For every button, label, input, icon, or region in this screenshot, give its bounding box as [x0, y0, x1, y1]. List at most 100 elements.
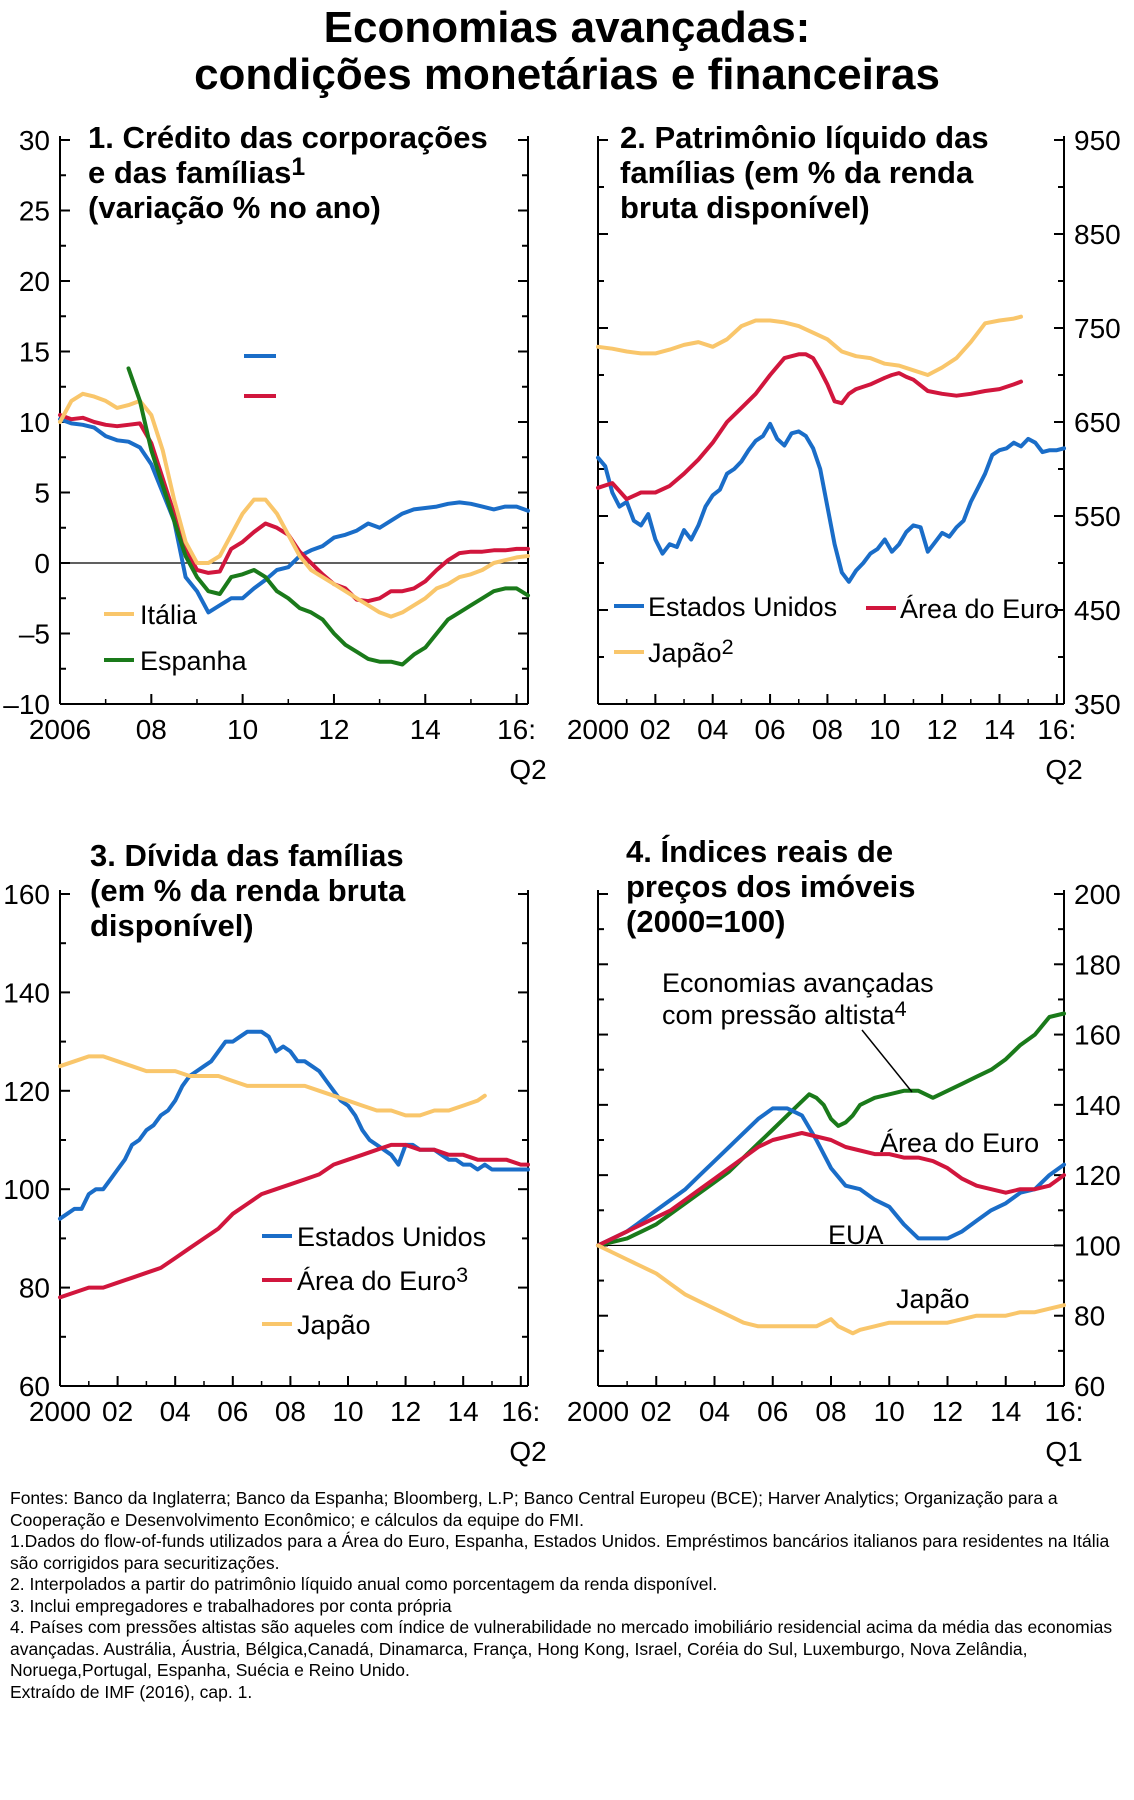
y-tick-label: –10: [3, 689, 50, 720]
chart-title-line: famílias (em % da renda: [620, 155, 974, 190]
y-tick-label: 350: [1074, 689, 1121, 720]
x-tick-label: 14: [990, 1396, 1021, 1427]
chart-title-line: (em % da renda bruta: [90, 873, 406, 908]
series-line: [58, 1142, 530, 1300]
chart-title-line: (2000=100): [626, 904, 785, 939]
footnote-3: 3. Inclui empregadores e trabalhadores p…: [10, 1595, 452, 1616]
y-tick-label: 80: [19, 1273, 50, 1304]
main-title: Economias avançadas: condições monetária…: [0, 4, 1134, 98]
chart-title-line: 2. Patrimônio líquido das: [620, 120, 989, 155]
y-tick-label: 80: [1074, 1301, 1105, 1332]
series-line: [596, 314, 1023, 377]
footnote-4: 4. Países com pressões altistas são aque…: [10, 1617, 1113, 1680]
x-tick-label: 16:: [1045, 1396, 1084, 1427]
legend-label: Japão2: [648, 634, 734, 668]
x-tick-label: 10: [869, 714, 900, 745]
annotation-label: Economias avançadas: [662, 968, 934, 998]
y-tick-label: 950: [1074, 125, 1121, 156]
x-tick-sublabel: Q1: [1045, 1436, 1082, 1467]
y-tick-label: 650: [1074, 407, 1121, 438]
chart-title-line: (variação % no ano): [88, 190, 381, 225]
y-tick-label: 25: [19, 196, 50, 227]
legend-label: Espanha: [140, 646, 248, 676]
annotation-label: Japão: [896, 1284, 970, 1314]
series-line: [58, 1054, 487, 1118]
source-citation: Extraído de IMF (2016), cap. 1.: [10, 1681, 253, 1702]
x-tick-label: 10: [874, 1396, 905, 1427]
legend-label: Estados Unidos: [297, 1222, 486, 1252]
x-tick-label: 14: [410, 714, 441, 745]
annotation-label: com pressão altista4: [662, 996, 907, 1030]
x-tick-label: 02: [641, 1396, 672, 1427]
x-tick-label: 16:: [497, 714, 536, 745]
x-tick-label: 10: [227, 714, 258, 745]
footnote-1: 1.Dados do flow-of-funds utilizados para…: [10, 1531, 1110, 1573]
chart-title-line: 1. Crédito das corporações: [88, 120, 488, 155]
series-line: [596, 421, 1066, 584]
y-tick-label: 100: [1074, 1230, 1121, 1261]
y-tick-label: 10: [19, 407, 50, 438]
x-tick-label: 06: [217, 1396, 248, 1427]
y-tick-label: –5: [19, 619, 50, 650]
x-tick-label: 12: [390, 1396, 421, 1427]
legend-label: Área do Euro: [900, 594, 1059, 624]
legend-label: Japão: [297, 1310, 371, 1340]
y-tick-label: 160: [1074, 1020, 1121, 1051]
y-tick-label: 5: [34, 478, 50, 509]
y-tick-label: 160: [3, 879, 50, 910]
y-tick-label: 140: [1074, 1090, 1121, 1121]
x-tick-label: 02: [640, 714, 671, 745]
y-tick-label: 550: [1074, 501, 1121, 532]
series-line: [596, 1106, 1066, 1248]
x-tick-label: 16:: [501, 1396, 540, 1427]
series-line: [596, 1011, 1066, 1248]
x-tick-sublabel: Q2: [509, 1436, 546, 1467]
series-line: [58, 391, 530, 619]
y-tick-label: 200: [1074, 879, 1121, 910]
main-title-line1: Economias avançadas:: [323, 3, 811, 52]
chart-title-line: preços dos imóveis: [626, 869, 915, 904]
annotation-leader: [861, 1029, 913, 1093]
chart-title-line: 3. Dívida das famílias: [90, 838, 404, 873]
x-tick-label: 08: [275, 1396, 306, 1427]
x-tick-label: 08: [812, 714, 843, 745]
chart-title-line: disponível): [90, 908, 254, 943]
y-tick-label: 0: [34, 548, 50, 579]
x-tick-label: 04: [699, 1396, 730, 1427]
series-line: [126, 366, 530, 667]
y-tick-label: 60: [1074, 1371, 1105, 1402]
x-tick-label: 2006: [29, 714, 91, 745]
x-tick-label: 08: [136, 714, 167, 745]
y-tick-label: 120: [1074, 1160, 1121, 1191]
y-tick-label: 60: [19, 1371, 50, 1402]
chart-title: 3. Dívida das famílias(em % da renda bru…: [90, 838, 406, 943]
x-tick-label: 06: [757, 1396, 788, 1427]
x-tick-label: 2000: [29, 1396, 91, 1427]
footnote-2: 2. Interpolados a partir do patrimônio l…: [10, 1574, 718, 1594]
main-title-line2: condições monetárias e financeiras: [194, 50, 940, 99]
y-tick-label: 850: [1074, 219, 1121, 250]
x-tick-label: 12: [318, 714, 349, 745]
series-line: [58, 1029, 530, 1221]
series-line: [596, 1243, 1066, 1336]
legend-label: Estados Unidos: [648, 592, 837, 622]
annotation-label: EUA: [828, 1220, 884, 1250]
x-tick-label: 2000: [567, 1396, 629, 1427]
x-tick-label: 12: [927, 714, 958, 745]
annotation-label: Área do Euro: [880, 1128, 1039, 1158]
footnotes: Fontes: Banco da Inglaterra; Banco da Es…: [10, 1488, 1126, 1703]
x-tick-sublabel: Q2: [509, 754, 546, 785]
y-tick-label: 750: [1074, 313, 1121, 344]
sources-note: Fontes: Banco da Inglaterra; Banco da Es…: [10, 1488, 1058, 1530]
x-tick-label: 2000: [567, 714, 629, 745]
series-line: [58, 417, 530, 615]
x-tick-label: 14: [448, 1396, 479, 1427]
chart-title-line: bruta disponível): [620, 190, 870, 225]
chart-title-line: 4. Índices reais de: [626, 834, 893, 869]
x-tick-label: 14: [984, 714, 1015, 745]
